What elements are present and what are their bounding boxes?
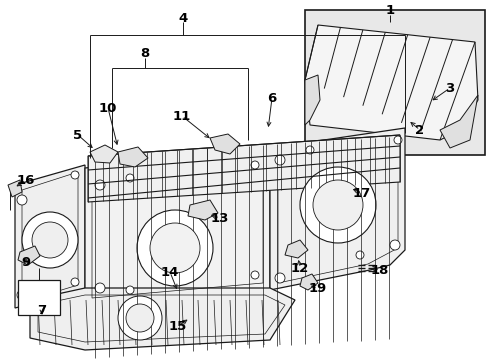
Polygon shape: [305, 25, 477, 140]
Text: 10: 10: [99, 102, 117, 114]
Bar: [305, 10, 484, 155]
Text: 7: 7: [38, 303, 46, 316]
Polygon shape: [90, 145, 118, 163]
Polygon shape: [187, 200, 218, 220]
Text: 19: 19: [308, 282, 326, 294]
Text: 18: 18: [370, 264, 388, 276]
Circle shape: [71, 278, 79, 286]
Text: 5: 5: [73, 129, 82, 141]
Circle shape: [312, 180, 362, 230]
Circle shape: [95, 180, 105, 190]
Polygon shape: [439, 95, 477, 148]
Text: 3: 3: [445, 81, 454, 95]
Polygon shape: [269, 128, 404, 290]
Text: 8: 8: [140, 46, 149, 59]
Circle shape: [95, 283, 105, 293]
Circle shape: [150, 223, 200, 273]
Circle shape: [250, 161, 259, 169]
Circle shape: [71, 171, 79, 179]
Circle shape: [137, 210, 213, 286]
Circle shape: [250, 271, 259, 279]
Circle shape: [118, 296, 162, 340]
Text: 13: 13: [210, 212, 229, 225]
Text: 2: 2: [415, 123, 424, 136]
Polygon shape: [15, 165, 85, 308]
Text: 14: 14: [161, 266, 179, 279]
Circle shape: [393, 136, 401, 144]
Circle shape: [17, 290, 27, 300]
Polygon shape: [85, 148, 269, 305]
Circle shape: [126, 174, 134, 182]
Polygon shape: [118, 147, 148, 167]
Polygon shape: [285, 240, 307, 258]
Circle shape: [274, 155, 285, 165]
Circle shape: [32, 222, 68, 258]
Circle shape: [126, 286, 134, 294]
Circle shape: [17, 195, 27, 205]
Circle shape: [355, 251, 363, 259]
Text: 9: 9: [21, 256, 30, 269]
Circle shape: [22, 212, 78, 268]
Text: 6: 6: [267, 91, 276, 104]
Text: 15: 15: [168, 320, 187, 333]
Polygon shape: [30, 288, 294, 350]
Circle shape: [299, 167, 375, 243]
Polygon shape: [299, 274, 317, 290]
Text: 11: 11: [173, 109, 191, 122]
Circle shape: [274, 273, 285, 283]
Polygon shape: [88, 135, 399, 202]
Text: 1: 1: [385, 4, 394, 17]
Circle shape: [389, 240, 399, 250]
Circle shape: [305, 146, 313, 154]
Bar: [18, 280, 60, 315]
Polygon shape: [8, 180, 22, 197]
Text: 17: 17: [352, 186, 370, 199]
Text: 12: 12: [290, 261, 308, 274]
Text: 16: 16: [17, 174, 35, 186]
Polygon shape: [305, 75, 319, 125]
Text: 4: 4: [178, 12, 187, 24]
Circle shape: [126, 304, 154, 332]
Polygon shape: [209, 134, 240, 154]
Polygon shape: [18, 246, 40, 265]
